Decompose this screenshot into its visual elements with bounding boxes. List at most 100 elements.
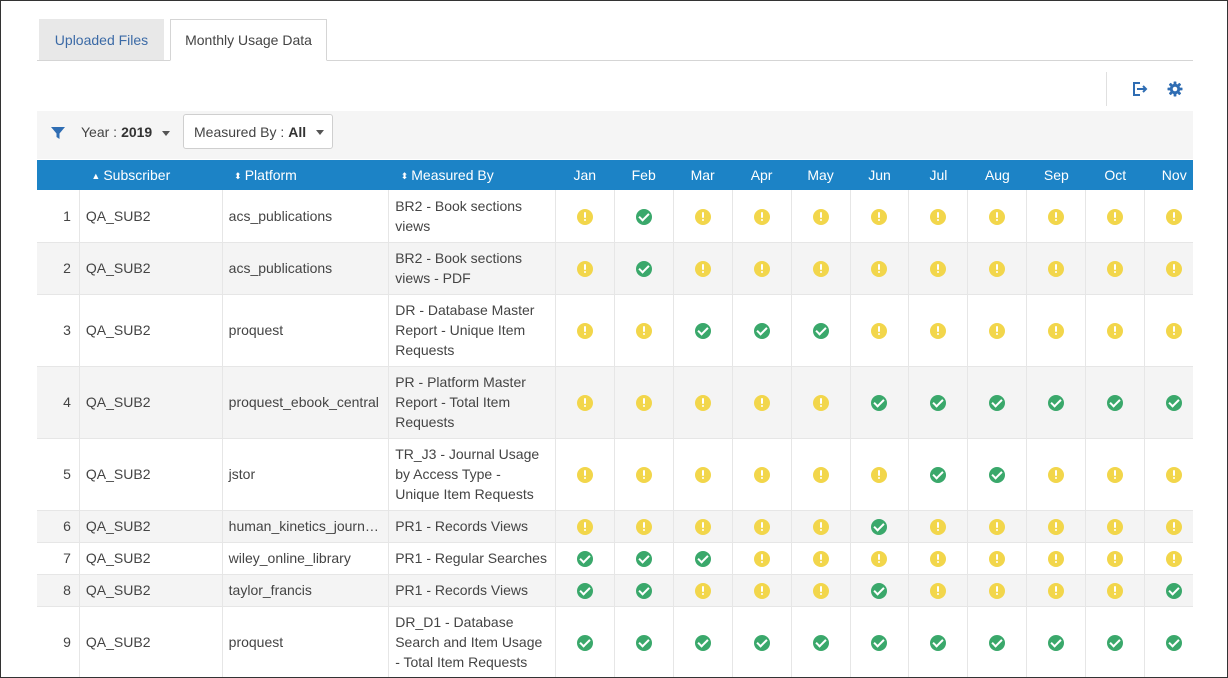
- table-row[interactable]: 9 QA_SUB2 proquest DR_D1 - Database Search …: [37, 606, 1193, 677]
- warning-circle-icon[interactable]: [1166, 519, 1183, 536]
- warning-circle-icon[interactable]: [1048, 583, 1065, 600]
- check-circle-icon[interactable]: [576, 635, 593, 652]
- warning-circle-icon[interactable]: [576, 519, 593, 536]
- table-row[interactable]: 3 QA_SUB2 proquest DR - Database Master Rep…: [37, 294, 1193, 367]
- check-circle-icon[interactable]: [1166, 635, 1183, 652]
- warning-circle-icon[interactable]: [930, 551, 947, 568]
- col-month-mar[interactable]: Mar: [673, 160, 733, 190]
- col-month-apr[interactable]: Apr: [732, 160, 792, 190]
- warning-circle-icon[interactable]: [1107, 209, 1124, 226]
- check-circle-icon[interactable]: [635, 551, 652, 568]
- check-circle-icon[interactable]: [576, 551, 593, 568]
- gear-icon[interactable]: [1159, 73, 1191, 105]
- warning-circle-icon[interactable]: [1048, 323, 1065, 340]
- warning-circle-icon[interactable]: [1166, 323, 1183, 340]
- warning-circle-icon[interactable]: [1107, 261, 1124, 278]
- check-circle-icon[interactable]: [694, 551, 711, 568]
- warning-circle-icon[interactable]: [576, 395, 593, 412]
- warning-circle-icon[interactable]: [1048, 467, 1065, 484]
- tab-monthly-usage-data[interactable]: Monthly Usage Data: [170, 19, 327, 61]
- warning-circle-icon[interactable]: [812, 467, 829, 484]
- warning-circle-icon[interactable]: [694, 261, 711, 278]
- warning-circle-icon[interactable]: [1048, 261, 1065, 278]
- warning-circle-icon[interactable]: [871, 323, 888, 340]
- warning-circle-icon[interactable]: [989, 519, 1006, 536]
- table-row[interactable]: 6 QA_SUB2 human_kinetics_journals PR1 - Rec…: [37, 510, 1193, 543]
- warning-circle-icon[interactable]: [989, 323, 1006, 340]
- warning-circle-icon[interactable]: [812, 395, 829, 412]
- warning-circle-icon[interactable]: [635, 519, 652, 536]
- check-circle-icon[interactable]: [871, 635, 888, 652]
- warning-circle-icon[interactable]: [753, 551, 770, 568]
- warning-circle-icon[interactable]: [1166, 467, 1183, 484]
- warning-circle-icon[interactable]: [635, 467, 652, 484]
- check-circle-icon[interactable]: [871, 395, 888, 412]
- check-circle-icon[interactable]: [930, 467, 947, 484]
- col-measured-by[interactable]: ⬍ Measured By: [388, 160, 556, 190]
- warning-circle-icon[interactable]: [930, 519, 947, 536]
- warning-circle-icon[interactable]: [753, 467, 770, 484]
- tab-uploaded-files[interactable]: Uploaded Files: [39, 19, 164, 60]
- warning-circle-icon[interactable]: [871, 467, 888, 484]
- warning-circle-icon[interactable]: [812, 519, 829, 536]
- check-circle-icon[interactable]: [989, 395, 1006, 412]
- warning-circle-icon[interactable]: [812, 583, 829, 600]
- warning-circle-icon[interactable]: [871, 261, 888, 278]
- warning-circle-icon[interactable]: [1048, 209, 1065, 226]
- check-circle-icon[interactable]: [635, 209, 652, 226]
- warning-circle-icon[interactable]: [635, 323, 652, 340]
- col-platform[interactable]: ⬍ Platform: [222, 160, 389, 190]
- warning-circle-icon[interactable]: [1107, 519, 1124, 536]
- table-row[interactable]: 8 QA_SUB2 taylor_francis PR1 - Records View…: [37, 574, 1193, 607]
- warning-circle-icon[interactable]: [989, 551, 1006, 568]
- warning-circle-icon[interactable]: [930, 261, 947, 278]
- warning-circle-icon[interactable]: [930, 583, 947, 600]
- warning-circle-icon[interactable]: [989, 583, 1006, 600]
- check-circle-icon[interactable]: [753, 635, 770, 652]
- warning-circle-icon[interactable]: [1107, 467, 1124, 484]
- warning-circle-icon[interactable]: [989, 261, 1006, 278]
- warning-circle-icon[interactable]: [694, 395, 711, 412]
- col-month-oct[interactable]: Oct: [1085, 160, 1145, 190]
- year-filter[interactable]: Year : 2019: [81, 124, 171, 140]
- warning-circle-icon[interactable]: [1166, 261, 1183, 278]
- warning-circle-icon[interactable]: [1107, 583, 1124, 600]
- col-month-aug[interactable]: Aug: [967, 160, 1027, 190]
- warning-circle-icon[interactable]: [635, 395, 652, 412]
- check-circle-icon[interactable]: [871, 583, 888, 600]
- check-circle-icon[interactable]: [576, 583, 593, 600]
- table-row[interactable]: 5 QA_SUB2 jstor TR_J3 - Journal Usage by Ac…: [37, 438, 1193, 511]
- check-circle-icon[interactable]: [930, 635, 947, 652]
- warning-circle-icon[interactable]: [694, 519, 711, 536]
- warning-circle-icon[interactable]: [576, 323, 593, 340]
- warning-circle-icon[interactable]: [812, 209, 829, 226]
- warning-circle-icon[interactable]: [753, 583, 770, 600]
- warning-circle-icon[interactable]: [812, 261, 829, 278]
- filter-icon[interactable]: [51, 126, 65, 145]
- warning-circle-icon[interactable]: [753, 395, 770, 412]
- table-row[interactable]: 4 QA_SUB2 proquest_ebook_central PR - Platf…: [37, 366, 1193, 439]
- check-circle-icon[interactable]: [1166, 583, 1183, 600]
- check-circle-icon[interactable]: [1048, 395, 1065, 412]
- col-month-feb[interactable]: Feb: [614, 160, 674, 190]
- check-circle-icon[interactable]: [635, 261, 652, 278]
- col-month-may[interactable]: May: [791, 160, 851, 190]
- table-row[interactable]: 7 QA_SUB2 wiley_online_library PR1 - Regula…: [37, 542, 1193, 575]
- check-circle-icon[interactable]: [635, 583, 652, 600]
- warning-circle-icon[interactable]: [753, 261, 770, 278]
- check-circle-icon[interactable]: [812, 323, 829, 340]
- warning-circle-icon[interactable]: [753, 209, 770, 226]
- warning-circle-icon[interactable]: [694, 583, 711, 600]
- warning-circle-icon[interactable]: [812, 551, 829, 568]
- check-circle-icon[interactable]: [812, 635, 829, 652]
- warning-circle-icon[interactable]: [1166, 551, 1183, 568]
- warning-circle-icon[interactable]: [871, 551, 888, 568]
- col-month-jan[interactable]: Jan: [555, 160, 615, 190]
- col-month-jun[interactable]: Jun: [850, 160, 909, 190]
- warning-circle-icon[interactable]: [1107, 551, 1124, 568]
- col-subscriber[interactable]: ▲ Subscriber: [79, 160, 223, 190]
- warning-circle-icon[interactable]: [753, 519, 770, 536]
- check-circle-icon[interactable]: [635, 635, 652, 652]
- check-circle-icon[interactable]: [989, 467, 1006, 484]
- warning-circle-icon[interactable]: [576, 209, 593, 226]
